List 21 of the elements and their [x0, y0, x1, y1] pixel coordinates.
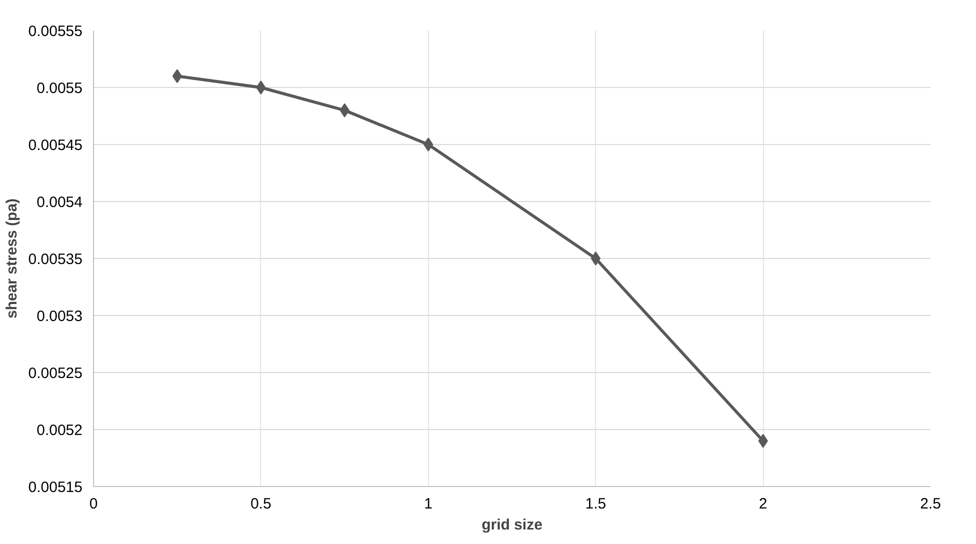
y-tick-label: 0.00515	[28, 479, 83, 496]
point	[423, 138, 434, 152]
y-tick-label: 0.00545	[28, 137, 83, 154]
y-tick-label: 0.0055	[36, 80, 83, 97]
y-tick-label: 0.0054	[36, 194, 83, 211]
x-tick-label: 2.5	[920, 496, 941, 512]
y-tick-label: 0.0053	[36, 308, 83, 325]
x-tick-label: 1	[424, 496, 432, 512]
point	[172, 69, 182, 84]
y-tick-label: 0.00525	[28, 365, 83, 382]
x-tick-label: 1.5	[585, 496, 606, 512]
x-axis-title: grid size	[482, 516, 542, 534]
x-tick-label: 0.5	[250, 496, 272, 512]
y-axis-title: shear stress (pa)	[3, 198, 20, 319]
x-tick-label: 2	[758, 496, 768, 512]
point	[590, 252, 601, 266]
x-tick-label: 0	[89, 496, 98, 512]
y-tick-label: 0.00555	[28, 23, 83, 40]
point	[256, 80, 266, 94]
y-tick-label: 0.00535	[28, 251, 83, 268]
y-tick-label: 0.0052	[36, 422, 83, 439]
